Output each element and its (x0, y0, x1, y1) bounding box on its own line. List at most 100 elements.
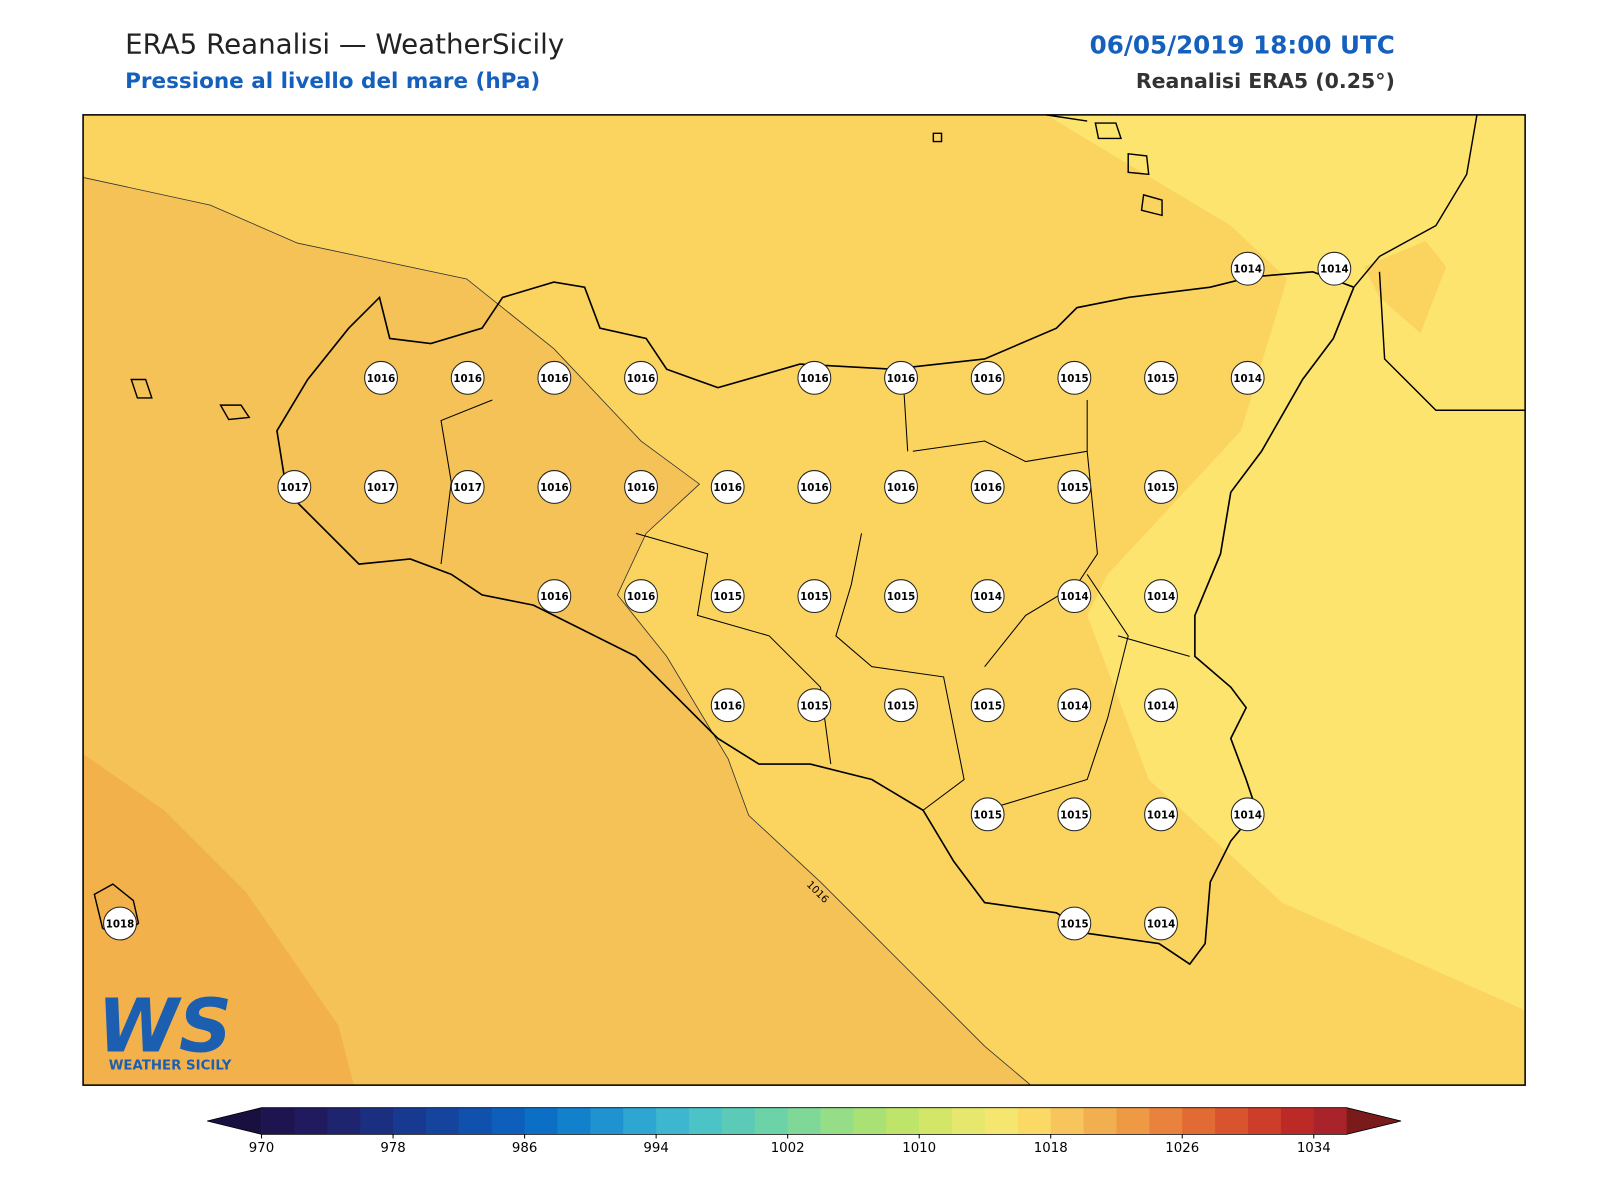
colorbar-segment (853, 1107, 887, 1135)
stations: 1014 1014 1016 1016 1016 1016 1016 1016 1016 1015… (103, 251, 1352, 941)
colorbar-segment (393, 1107, 427, 1135)
station-value: 1016 (540, 482, 569, 494)
subtitle: Pressione al livello del mare (hPa) (125, 69, 540, 94)
station-marker (1230, 360, 1265, 395)
station-marker (1144, 470, 1178, 504)
title: ERA5 Reanalisi — WeatherSicily (125, 27, 564, 60)
station-marker (970, 797, 1005, 832)
pressure-fill (1046, 114, 1526, 1011)
station-value: 1016 (627, 591, 656, 603)
colorbar-tick-label: 1034 (1297, 1141, 1331, 1156)
coastline (1046, 114, 1526, 411)
station-marker (710, 579, 745, 614)
logo-name: WEATHER SICILY (109, 1059, 232, 1074)
station-marker (537, 579, 572, 614)
colorbar-tick-label: 978 (380, 1141, 405, 1156)
station-value: 1015 (800, 700, 829, 712)
station-value: 1018 (106, 919, 135, 931)
station-marker (537, 360, 572, 395)
map-frame (82, 114, 1526, 1086)
station-marker (1230, 797, 1265, 832)
station-value: 1016 (453, 373, 482, 385)
source: Reanalisi ERA5 (0.25°) (1136, 69, 1395, 93)
colorbar-segment (1313, 1107, 1348, 1135)
station-value: 1014 (1233, 264, 1262, 276)
station-marker (1057, 688, 1092, 723)
colorbar-segment (1280, 1107, 1315, 1135)
station-marker (797, 360, 832, 395)
colorbar-segment (1182, 1107, 1216, 1135)
station-value: 1015 (1060, 482, 1089, 494)
station-value: 1016 (800, 373, 829, 385)
colorbar-segment (754, 1107, 789, 1135)
station-value: 1015 (1060, 919, 1089, 931)
station-value: 1016 (540, 591, 569, 603)
station-value: 1016 (627, 373, 656, 385)
station-marker (1317, 251, 1352, 286)
station-value: 1016 (973, 482, 1002, 494)
station-marker (1057, 906, 1092, 941)
colorbar-segment (1116, 1107, 1150, 1135)
colorbar-segment (721, 1107, 756, 1135)
colorbar-segment (886, 1107, 920, 1135)
colorbar-segment (294, 1107, 328, 1135)
station-marker (1057, 360, 1092, 395)
contour-line (83, 177, 1032, 1086)
pressure-fill (83, 753, 354, 1086)
colorbar-tick-label: 1026 (1165, 1141, 1199, 1156)
colorbar-segment (952, 1107, 986, 1135)
colorbar-segment (327, 1107, 361, 1135)
station-marker (970, 579, 1005, 614)
station-value: 1015 (887, 700, 916, 712)
colorbar-segment (984, 1107, 1019, 1135)
station-marker (1144, 906, 1178, 941)
colorbar: 970 978 986 994 1002 1010 1018 1026 1034 (207, 1107, 1402, 1156)
station-marker (277, 470, 312, 504)
station-marker (1057, 579, 1092, 614)
coastline (276, 270, 1355, 966)
station-marker (624, 360, 658, 395)
colorbar-extend (1346, 1107, 1402, 1135)
station-marker (884, 360, 918, 395)
station-value: 1016 (713, 700, 742, 712)
station-value: 1016 (973, 373, 1002, 385)
pressure-fill (1364, 241, 1447, 334)
station-value: 1017 (280, 482, 309, 494)
colorbar-segment (623, 1107, 657, 1135)
station-value: 1015 (1147, 373, 1176, 385)
station-marker (1144, 579, 1178, 614)
station-value: 1016 (540, 373, 569, 385)
colorbar-segment (1215, 1107, 1249, 1135)
station-marker (797, 688, 832, 723)
colorbar-tick-label: 1002 (771, 1141, 805, 1156)
colorbar-segment (590, 1107, 624, 1135)
station-marker (1144, 688, 1178, 723)
station-marker (884, 470, 918, 504)
station-marker (624, 579, 658, 614)
station-value: 1017 (367, 482, 396, 494)
colorbar-segment (1017, 1107, 1052, 1135)
colorbar-tick-label: 994 (643, 1141, 668, 1156)
station-marker (624, 470, 658, 504)
station-marker (970, 360, 1005, 395)
station-value: 1014 (1060, 700, 1089, 712)
station-value: 1014 (1233, 809, 1262, 821)
colorbar-segment (820, 1107, 854, 1135)
colorbar-segment (787, 1107, 822, 1135)
station-value: 1014 (1147, 919, 1176, 931)
datetime: 06/05/2019 18:00 UTC (1090, 30, 1395, 59)
station-marker (1144, 360, 1178, 395)
station-value: 1014 (1147, 700, 1176, 712)
colorbar-tick-label: 986 (512, 1141, 537, 1156)
station-value: 1015 (1147, 482, 1176, 494)
station-value: 1017 (453, 482, 482, 494)
station-marker (710, 688, 745, 723)
colorbar-segment (1050, 1107, 1085, 1135)
colorbar-segment (919, 1107, 953, 1135)
station-marker (710, 470, 745, 504)
station-marker (970, 688, 1005, 723)
station-value: 1014 (1320, 264, 1349, 276)
